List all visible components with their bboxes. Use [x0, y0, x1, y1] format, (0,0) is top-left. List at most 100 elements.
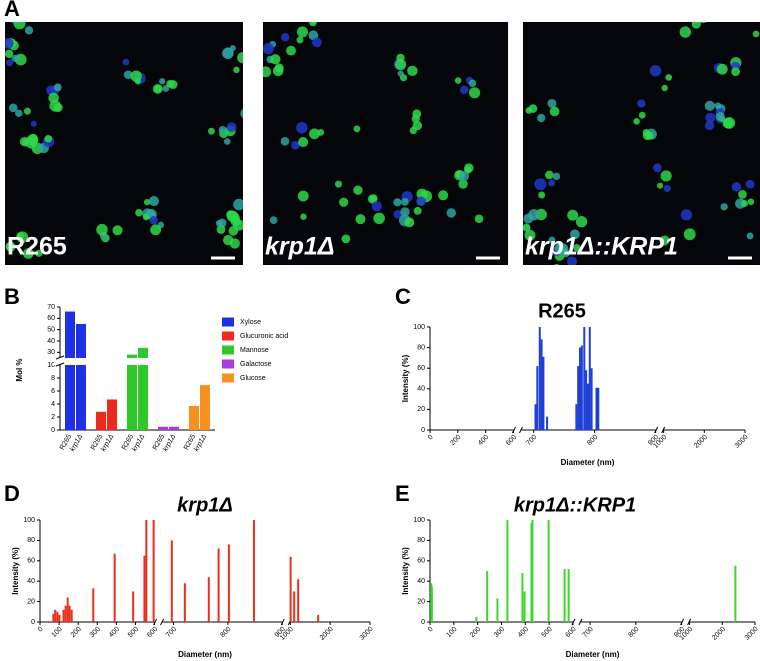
bar — [595, 387, 598, 430]
cell — [149, 215, 158, 225]
bar — [64, 605, 67, 622]
x-tick-label: 600 — [505, 434, 518, 447]
y-tick-label: 100 — [413, 324, 425, 331]
image-label: R265 — [7, 233, 67, 261]
cell — [704, 120, 715, 131]
cell — [657, 182, 664, 189]
cell — [552, 172, 561, 181]
cell — [404, 217, 415, 228]
bar — [734, 565, 737, 622]
cell — [353, 185, 363, 195]
bar — [297, 579, 300, 622]
cell — [96, 223, 108, 236]
cell — [272, 65, 284, 77]
cell — [53, 83, 62, 92]
cell — [738, 190, 747, 199]
cell — [469, 87, 481, 99]
y-tick-label: 70 — [47, 304, 55, 311]
x-tick-label: 2000 — [319, 626, 335, 642]
y-tick-label: 60 — [417, 558, 425, 565]
bar — [200, 385, 210, 430]
bar — [590, 368, 593, 430]
bar — [152, 520, 155, 622]
cell — [679, 26, 692, 38]
cell — [312, 37, 322, 48]
cell — [570, 229, 580, 240]
axis-break — [55, 355, 65, 360]
cell — [291, 140, 300, 150]
cell — [30, 120, 37, 127]
cell — [168, 80, 178, 90]
panel-label: A — [4, 0, 20, 21]
cell — [665, 74, 673, 81]
cell — [9, 103, 18, 113]
cell — [296, 26, 308, 38]
x-tick-label: 500 — [127, 626, 140, 639]
cell — [237, 52, 243, 64]
cell — [691, 22, 701, 29]
cell — [123, 70, 133, 80]
cell — [144, 198, 151, 206]
cell — [11, 22, 20, 24]
cell — [458, 179, 468, 189]
cell — [373, 212, 385, 225]
cells — [5, 22, 243, 259]
y-tick-label: 80 — [417, 537, 425, 544]
bar — [577, 366, 580, 430]
cell — [263, 66, 272, 78]
bar — [107, 399, 117, 430]
cell — [270, 54, 281, 65]
y-tick-label: 60 — [47, 315, 55, 322]
x-tick-label: 2000 — [693, 434, 709, 450]
bar — [546, 416, 549, 430]
cell — [341, 234, 351, 244]
y-tick-label: 40 — [47, 338, 55, 345]
bar — [65, 311, 75, 430]
cell — [416, 196, 426, 207]
axis-break — [160, 618, 165, 626]
bar — [127, 354, 137, 430]
cell — [5, 241, 16, 252]
bar — [289, 556, 292, 622]
cell — [159, 78, 166, 85]
legend-label: Glucose — [240, 375, 266, 382]
cell — [538, 191, 546, 199]
bar — [132, 591, 135, 622]
cell — [393, 198, 402, 207]
cell — [148, 196, 159, 207]
cell — [567, 209, 579, 221]
bar — [588, 327, 591, 430]
legend-swatch — [222, 373, 234, 383]
cell — [549, 106, 560, 117]
cell — [339, 197, 349, 207]
y-tick-label: 30 — [47, 349, 55, 356]
y-tick-label: 2 — [51, 414, 55, 421]
cell — [22, 248, 34, 259]
cell — [638, 111, 646, 119]
cell — [523, 223, 531, 232]
x-tick-label: 400 — [517, 626, 530, 639]
cell — [296, 36, 304, 44]
bar — [597, 387, 600, 430]
x-tick-label: 600 — [146, 626, 159, 639]
cell — [537, 113, 546, 123]
bar — [62, 609, 65, 622]
cell — [24, 26, 34, 35]
x-axis-label: Diameter (nm) — [178, 650, 232, 659]
cell — [745, 179, 755, 189]
cell — [731, 182, 742, 192]
x-axis-label: Diameter (nm) — [566, 650, 620, 659]
bar — [113, 553, 116, 622]
panel-label: E — [395, 481, 410, 506]
bar — [52, 613, 55, 622]
y-axis-label: Mol % — [15, 358, 24, 381]
x-tick-label: 200 — [469, 626, 482, 639]
x-tick-label: 0 — [427, 626, 435, 634]
bar — [54, 609, 57, 622]
chart-title: R265 — [538, 300, 586, 322]
bar — [542, 356, 545, 430]
bar — [217, 548, 220, 622]
legend-label: Glucuronic acid — [240, 333, 288, 340]
cell — [401, 198, 409, 206]
legend-swatch — [222, 359, 234, 369]
